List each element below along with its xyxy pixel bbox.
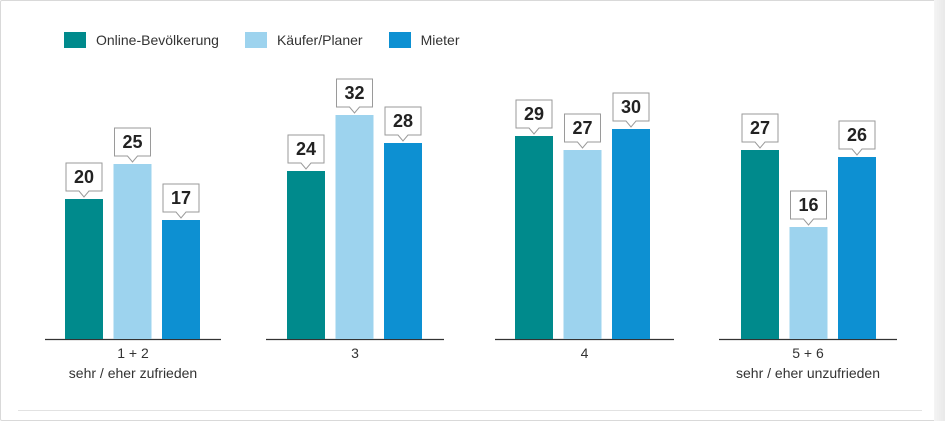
x-tick-label: sehr / eher zufrieden: [69, 365, 197, 381]
data-label: 32: [344, 83, 364, 103]
data-label-box: [564, 113, 601, 149]
data-label: 20: [74, 167, 94, 187]
legend-item-online-bevoelkerung: Online-Bevölkerung: [64, 32, 219, 48]
legend-item-mieter: Mieter: [388, 32, 460, 48]
bar-online-bevoelkerung-2: [287, 171, 325, 339]
legend-label-online-bevoelkerung: Online-Bevölkerung: [96, 32, 219, 48]
bottom-divider: [18, 410, 922, 411]
legend-label-kaeufer-planer: Käufer/Planer: [276, 32, 363, 48]
data-label-box: [384, 106, 422, 142]
data-label-box: [287, 134, 325, 170]
data-label-box: [790, 190, 827, 226]
bar-mieter-1: [162, 220, 200, 339]
bar-mieter-2: [384, 143, 422, 339]
bar-group-1: 20 25 17 1 + 2 sehr / eher zufrieden: [45, 127, 221, 381]
legend-label-mieter: Mieter: [420, 32, 460, 48]
x-tick-label: 1 + 2: [117, 345, 149, 361]
data-label: 30: [621, 97, 641, 117]
bar-mieter-3: [612, 129, 650, 339]
scrollbar-edge: [934, 0, 945, 421]
data-label: 28: [393, 111, 413, 131]
data-label-box: [838, 120, 876, 156]
bar-kaeufer-planer-3: [563, 150, 602, 339]
data-label-box: [162, 183, 200, 219]
x-tick-label: 3: [351, 345, 359, 361]
legend-item-kaeufer-planer: Käufer/Planer: [244, 32, 363, 48]
x-tick-label: 5 + 6: [792, 345, 824, 361]
bar-group-4: 27 16 26 5 + 6 sehr / eher unzufrieden: [719, 113, 897, 381]
bar-group-2: 24 32 28 3: [266, 78, 444, 361]
bar-kaeufer-planer-4: [789, 227, 828, 339]
bar-group-3: 29 27 30 4: [495, 92, 674, 361]
bar-kaeufer-planer-1: [113, 164, 152, 339]
bar-online-bevoelkerung-4: [741, 150, 779, 339]
bar-kaeufer-planer-2: [335, 115, 374, 339]
legend-swatch-mieter: [388, 32, 411, 48]
legend-swatch-kaeufer-planer: [244, 32, 267, 48]
data-label-box: [114, 127, 151, 163]
data-label: 26: [847, 125, 867, 145]
data-label-box: [612, 92, 650, 128]
bar-online-bevoelkerung-3: [515, 136, 553, 339]
bar-online-bevoelkerung-1: [65, 199, 103, 339]
data-label-box: [741, 113, 779, 149]
bar-mieter-4: [838, 157, 876, 339]
x-tick-label: sehr / eher unzufrieden: [736, 365, 880, 381]
legend-swatch-online-bevoelkerung: [64, 32, 86, 48]
data-label: 25: [122, 132, 142, 152]
data-label: 16: [798, 195, 818, 215]
data-label-box: [65, 162, 103, 198]
data-label: 29: [524, 104, 544, 124]
data-label: 17: [171, 188, 191, 208]
legend: Online-Bevölkerung Käufer/Planer Mieter: [64, 28, 485, 52]
x-tick-label: 4: [581, 345, 589, 361]
data-label: 27: [572, 118, 592, 138]
data-label-box: [336, 78, 373, 114]
data-label: 27: [750, 118, 770, 138]
data-label-box: [515, 99, 553, 135]
data-label: 24: [296, 139, 316, 159]
